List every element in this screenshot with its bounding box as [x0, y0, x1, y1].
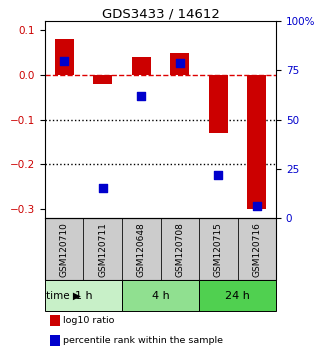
FancyBboxPatch shape: [83, 218, 122, 280]
Text: log10 ratio: log10 ratio: [64, 316, 115, 325]
Text: 1 h: 1 h: [75, 291, 92, 301]
Text: GSM120711: GSM120711: [98, 222, 107, 276]
Point: [254, 204, 259, 209]
FancyBboxPatch shape: [238, 218, 276, 280]
Bar: [170, 53, 189, 75]
Text: GSM120708: GSM120708: [175, 222, 184, 276]
FancyBboxPatch shape: [199, 280, 276, 311]
Point: [216, 172, 221, 178]
Bar: [55, 39, 74, 75]
Text: GSM120715: GSM120715: [214, 222, 223, 276]
FancyBboxPatch shape: [45, 280, 122, 311]
Point: [62, 58, 67, 63]
FancyBboxPatch shape: [160, 218, 199, 280]
Text: 24 h: 24 h: [225, 291, 250, 301]
Text: percentile rank within the sample: percentile rank within the sample: [64, 336, 223, 345]
Text: GSM120648: GSM120648: [137, 222, 146, 276]
Bar: [93, 75, 112, 84]
Text: time ▶: time ▶: [46, 291, 81, 301]
FancyBboxPatch shape: [122, 218, 160, 280]
Point: [100, 185, 105, 190]
Bar: [247, 75, 266, 209]
FancyBboxPatch shape: [122, 280, 199, 311]
FancyBboxPatch shape: [199, 218, 238, 280]
Text: GSM120716: GSM120716: [252, 222, 261, 276]
FancyBboxPatch shape: [45, 218, 83, 280]
Bar: [49, 335, 60, 346]
Text: GSM120710: GSM120710: [60, 222, 69, 276]
Bar: [49, 315, 60, 326]
Bar: [209, 75, 228, 133]
Point: [177, 60, 182, 65]
Point: [139, 93, 144, 99]
Bar: [132, 57, 151, 75]
Title: GDS3433 / 14612: GDS3433 / 14612: [101, 7, 220, 20]
Text: 4 h: 4 h: [152, 291, 169, 301]
